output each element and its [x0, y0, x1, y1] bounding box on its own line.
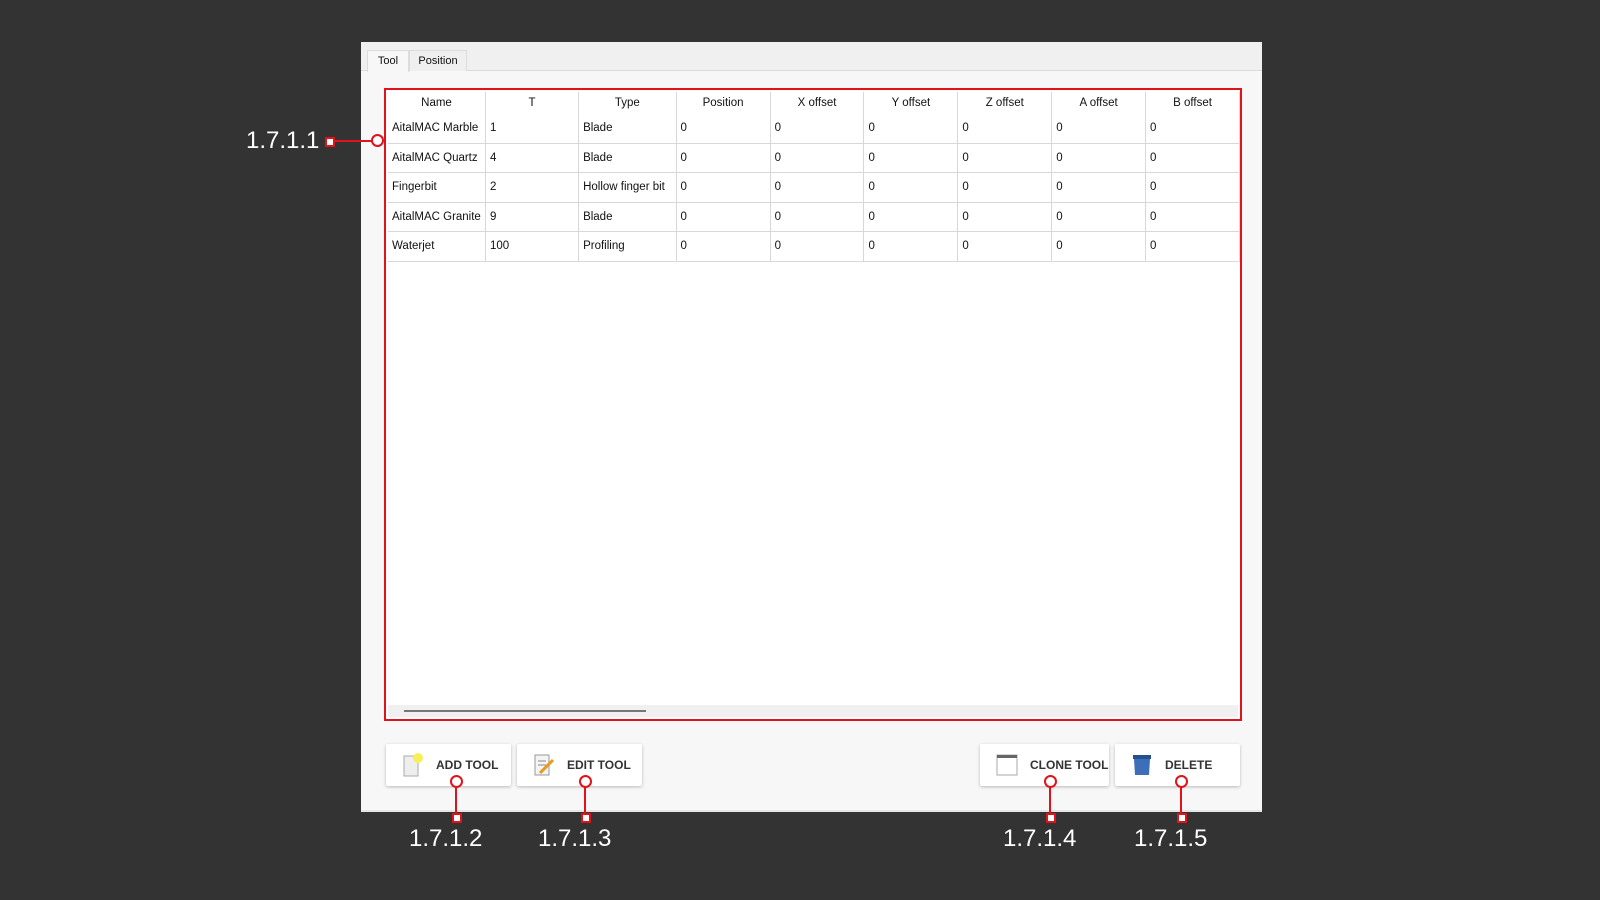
table-cell: 9 — [485, 202, 580, 232]
document-pencil-icon — [533, 753, 555, 777]
tool-panel: Tool Position Name T Type Position X offset Y… — [361, 42, 1262, 812]
table-cell: AitalMAC Quartz — [388, 143, 486, 173]
delete-label: DELETE — [1165, 758, 1213, 772]
window-icon — [996, 753, 1018, 777]
table-cell: 0 — [676, 172, 771, 203]
table-cell: Blade — [578, 143, 677, 173]
table-cell: 0 — [1145, 143, 1240, 173]
table-cell: 0 — [863, 172, 959, 203]
annotation-marker — [581, 813, 591, 823]
new-document-star-icon — [402, 753, 424, 777]
annotation-marker — [1046, 813, 1056, 823]
table-cell: 0 — [1051, 172, 1147, 203]
table-cell: 0 — [1051, 202, 1147, 232]
column-header[interactable]: Type — [578, 92, 677, 114]
clone-tool-label: CLONE TOOL — [1030, 758, 1109, 772]
add-tool-button[interactable]: ADD TOOL — [386, 744, 511, 786]
tab-bar: Tool Position — [361, 42, 1262, 72]
annotation-line — [332, 140, 372, 142]
table-cell: 0 — [770, 202, 865, 232]
annotation-marker — [1044, 775, 1057, 788]
annotation-marker — [325, 137, 335, 147]
annotation-marker — [371, 134, 384, 147]
table-cell: 0 — [1051, 114, 1147, 144]
tab-tool[interactable]: Tool — [367, 50, 409, 72]
table-cell: 0 — [1145, 231, 1240, 262]
table-cell: Hollow finger bit — [578, 172, 677, 203]
table-cell: 0 — [676, 202, 771, 232]
table-cell: 1 — [485, 114, 580, 144]
table-cell: Waterjet — [388, 231, 486, 262]
column-header[interactable]: B offset — [1145, 92, 1240, 114]
table-row[interactable]: AitalMAC Granite 9 Blade 0 0 0 0 0 0 — [388, 202, 1240, 232]
table-cell: 0 — [957, 202, 1053, 232]
table-cell: 0 — [957, 172, 1053, 203]
table-cell: 0 — [770, 114, 865, 144]
table-cell: 0 — [770, 172, 865, 203]
table-cell: 0 — [863, 202, 959, 232]
table-cell: 0 — [676, 143, 771, 173]
annotation-label: 1.7.1.2 — [409, 825, 483, 852]
edit-tool-button[interactable]: EDIT TOOL — [517, 744, 642, 786]
table-cell: AitalMAC Granite — [388, 202, 486, 232]
table-row[interactable]: Fingerbit 2 Hollow finger bit 0 0 0 0 0 0 — [388, 172, 1240, 203]
column-header[interactable]: Y offset — [863, 92, 959, 114]
table-cell: 0 — [1145, 202, 1240, 232]
trash-bin-icon — [1131, 753, 1153, 777]
table-cell: 0 — [1145, 114, 1240, 144]
tab-position[interactable]: Position — [409, 50, 467, 71]
table-cell: Fingerbit — [388, 172, 486, 203]
annotation-marker — [450, 775, 463, 788]
edit-tool-label: EDIT TOOL — [567, 758, 631, 772]
table-cell: 0 — [1051, 231, 1147, 262]
table-cell: Blade — [578, 202, 677, 232]
table-cell: 0 — [863, 231, 959, 262]
table-cell: Profiling — [578, 231, 677, 262]
table-cell: 0 — [1051, 143, 1147, 173]
column-header[interactable]: Position — [676, 92, 771, 114]
add-tool-label: ADD TOOL — [436, 758, 499, 772]
annotation-marker — [1177, 813, 1187, 823]
tool-table: Name T Type Position X offset Y offset Z offse… — [384, 88, 1242, 721]
table-cell: 0 — [863, 114, 959, 144]
column-header[interactable]: X offset — [770, 92, 865, 114]
table-cell: 0 — [957, 231, 1053, 262]
column-header[interactable]: Z offset — [957, 92, 1053, 114]
annotation-label: 1.7.1.1 — [246, 127, 320, 154]
annotation-marker — [1175, 775, 1188, 788]
table-cell: 0 — [770, 231, 865, 262]
scrollbar-thumb[interactable] — [404, 710, 646, 712]
table-cell: 0 — [957, 114, 1053, 144]
table-cell: 0 — [957, 143, 1053, 173]
table-cell: 2 — [485, 172, 580, 203]
column-header[interactable]: T — [485, 92, 580, 114]
annotation-label: 1.7.1.4 — [1003, 825, 1077, 852]
annotation-line — [584, 786, 586, 816]
annotation-line — [455, 786, 457, 816]
table-header: Name T Type Position X offset Y offset Z offse… — [388, 92, 1240, 114]
annotation-line — [1180, 786, 1182, 816]
table-cell: 0 — [863, 143, 959, 173]
table-cell: AitalMAC Marble — [388, 114, 486, 144]
annotation-label: 1.7.1.5 — [1134, 825, 1208, 852]
horizontal-scrollbar[interactable] — [388, 705, 1238, 717]
table-row[interactable]: Waterjet 100 Profiling 0 0 0 0 0 0 — [388, 231, 1240, 262]
column-header[interactable]: A offset — [1051, 92, 1147, 114]
table-cell: 4 — [485, 143, 580, 173]
table-row[interactable]: AitalMAC Quartz 4 Blade 0 0 0 0 0 0 — [388, 143, 1240, 173]
table-cell: 0 — [770, 143, 865, 173]
table-cell: 100 — [485, 231, 580, 262]
annotation-marker — [579, 775, 592, 788]
table-cell: Blade — [578, 114, 677, 144]
annotation-marker — [452, 813, 462, 823]
table-row[interactable]: AitalMAC Marble 1 Blade 0 0 0 0 0 0 — [388, 114, 1240, 144]
column-header[interactable]: Name — [388, 92, 486, 114]
table-cell: 0 — [676, 231, 771, 262]
annotation-line — [1049, 786, 1051, 816]
table-cell: 0 — [1145, 172, 1240, 203]
table-cell: 0 — [676, 114, 771, 144]
annotation-label: 1.7.1.3 — [538, 825, 612, 852]
